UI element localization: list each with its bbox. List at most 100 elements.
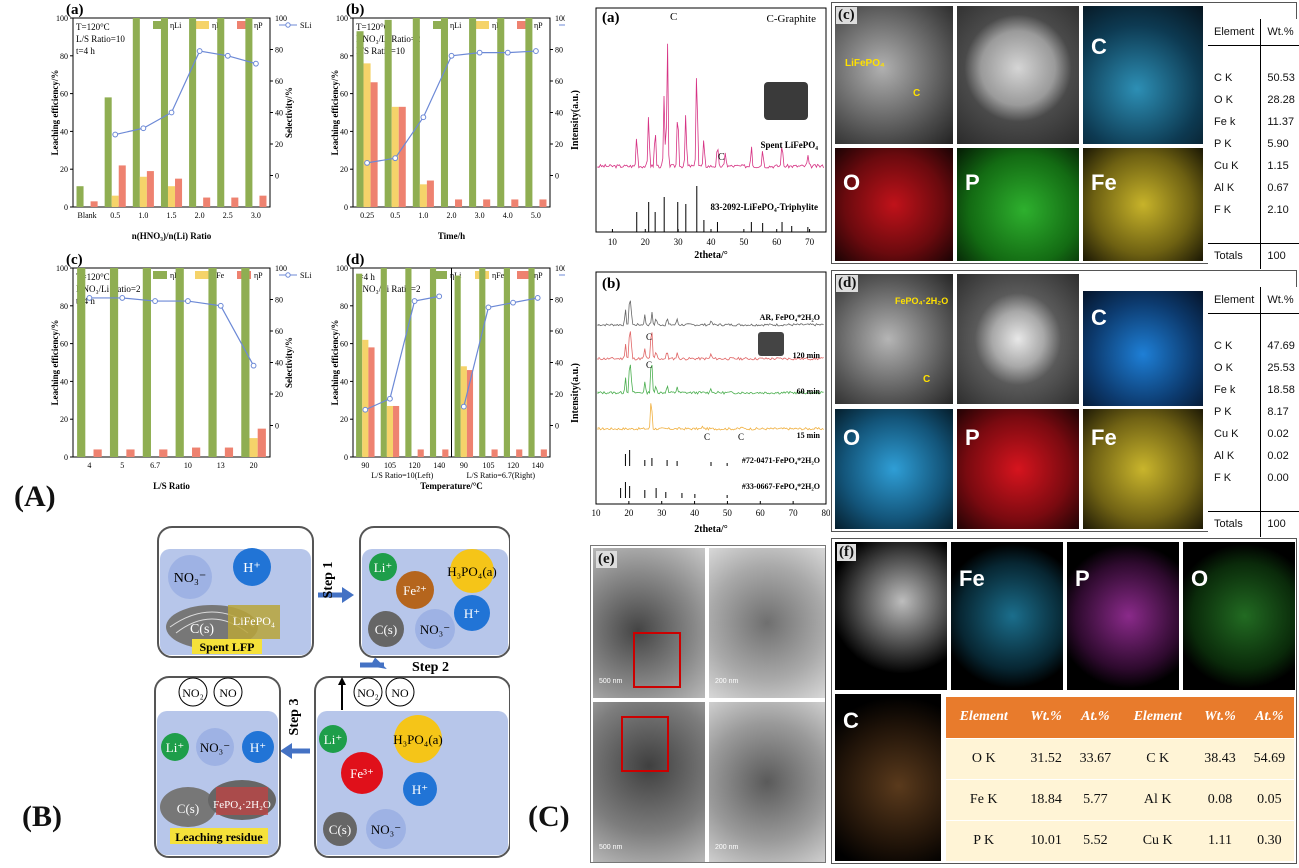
chart-a: (a) 0 20 40 60 80 100 0 20 40 60 80 100 Leaching effi… xyxy=(50,2,312,241)
bar-ηP xyxy=(118,165,126,207)
haadf-image xyxy=(835,542,947,690)
ion-label: H₃PO₄(a) xyxy=(393,732,443,747)
peak-label: C xyxy=(704,432,710,442)
x-tick-label: 105 xyxy=(482,461,494,470)
bar-ηP xyxy=(370,82,378,207)
x-tick-label: 105 xyxy=(384,461,396,470)
selectivity-point xyxy=(362,406,369,413)
y-tick-label: 80 xyxy=(60,302,68,311)
bar-ηFe xyxy=(386,405,394,457)
x-tick-label: 30 xyxy=(657,508,667,518)
x-tick-label: 40 xyxy=(690,508,700,518)
x-tick-label: 50 xyxy=(723,508,733,518)
x-tick-label: 3.0 xyxy=(475,211,485,220)
y-tick-label: 20 xyxy=(340,165,348,174)
bar-ηP xyxy=(175,178,183,207)
peak-label: C xyxy=(646,360,652,370)
arrow-label-c: C xyxy=(913,88,921,99)
selectivity-point xyxy=(119,295,126,301)
bar-ηP xyxy=(159,449,168,457)
legend-label: SLi xyxy=(300,21,312,30)
y2-axis-title: Selectivity/% xyxy=(564,337,565,388)
eds-map-fe: Fe xyxy=(1083,148,1203,261)
legend-label: ηP xyxy=(254,21,263,30)
y-axis-title: Leaching efficiency/% xyxy=(50,70,60,156)
eds-map-p: P xyxy=(957,148,1079,261)
selectivity-point xyxy=(510,299,516,306)
bar-ηLi xyxy=(109,268,119,457)
solid-label: C(s) xyxy=(190,622,214,637)
selectivity-point xyxy=(448,52,455,59)
x-tick-label: 4.0 xyxy=(503,211,513,220)
bar-ηLi xyxy=(356,31,364,208)
trace-label: #33-0667-FePO₄*2H₂O xyxy=(742,482,820,491)
ion-label: NO₃⁻ xyxy=(420,622,450,637)
composition-table-d: Element Wt.% C K 47.69 O K 25.53 Fe k 18.58 … xyxy=(1208,287,1299,537)
x-tick-label: 120 xyxy=(409,461,421,470)
y2-tick-label: 40 xyxy=(555,359,563,368)
bar-ηLi xyxy=(405,268,412,457)
map-label-p: P xyxy=(965,170,980,195)
bar-ηLi xyxy=(175,268,184,457)
bar-ηLi xyxy=(77,268,86,457)
bar-ηP xyxy=(146,171,154,207)
x-axis-title: 2theta/° xyxy=(694,524,727,535)
condition-text: HNO₃/Li Ratio=2 xyxy=(356,284,420,294)
bar-ηFe xyxy=(419,184,427,207)
peak-label: C xyxy=(718,152,725,163)
eds-map-c: C xyxy=(1083,6,1203,144)
x-tick-label: 90 xyxy=(460,461,468,470)
trace-label: 15 min xyxy=(797,431,821,440)
selectivity-point xyxy=(436,293,443,300)
composition-table-f: Element Wt.% At.% Element Wt.% At.% O K 31.52… xyxy=(946,697,1294,862)
y2-tick-label: 0 xyxy=(555,422,559,431)
x-tick-label: 40 xyxy=(707,237,717,247)
condition-text: L/S Ratio=10 xyxy=(76,34,125,44)
legend-swatch xyxy=(195,21,209,29)
condition-text: T=120°C xyxy=(76,22,110,32)
map-label-o: O xyxy=(843,170,861,195)
y-tick-label: 100 xyxy=(336,264,348,273)
ion-label: Li⁺ xyxy=(374,560,392,575)
bar-ηP xyxy=(203,197,211,207)
y2-tick-label: 60 xyxy=(555,77,563,86)
plot-frame xyxy=(72,267,271,458)
selectivity-point xyxy=(460,403,467,410)
selectivity-point xyxy=(250,362,257,369)
y2-tick-label: 100 xyxy=(555,264,565,273)
legend-label: ηLi xyxy=(450,21,462,30)
x-tick-label: 10 xyxy=(184,461,192,470)
gas-label: NO₂ xyxy=(182,686,204,700)
bar-ηP xyxy=(257,428,266,457)
bar-ηP xyxy=(224,447,234,457)
bar-ηLi xyxy=(241,268,250,457)
plot-frame xyxy=(595,271,827,505)
sub-label: L/S Ratio=10(Left) xyxy=(371,471,433,480)
x-tick-label: 60 xyxy=(772,237,782,247)
label-bg xyxy=(192,639,262,654)
bar-ηP xyxy=(126,449,135,457)
selectivity-line xyxy=(463,297,538,407)
condition-text: t=4 h xyxy=(76,46,95,56)
peak-label: C xyxy=(738,432,744,442)
x-tick-label: 2.0 xyxy=(195,211,205,220)
y-axis-title: Leaching efficiency/% xyxy=(50,320,60,406)
trace-label: 120 min xyxy=(793,351,821,360)
x-tick-label: 20 xyxy=(250,461,258,470)
legend-label: ηP xyxy=(254,271,263,280)
map-label-o: O xyxy=(1191,566,1209,591)
y-tick-label: 60 xyxy=(340,90,348,99)
sem-image-2 xyxy=(957,6,1079,144)
ion-label: Fe²⁺ xyxy=(403,583,427,598)
bar-ηP xyxy=(442,449,449,457)
peak-label: C xyxy=(646,332,652,342)
bar-ηLi xyxy=(384,19,392,207)
y2-tick-label: 40 xyxy=(275,109,283,118)
legend-marker xyxy=(285,22,291,28)
sem-image-1: FePO₄·2H₂O C xyxy=(835,274,953,404)
y-tick-label: 0 xyxy=(344,453,348,462)
x-tick-label: 50 xyxy=(739,237,749,247)
scale-bar: 500 nm xyxy=(599,844,623,851)
x-tick-label: 2.0 xyxy=(447,211,457,220)
bar-ηP xyxy=(368,347,375,457)
